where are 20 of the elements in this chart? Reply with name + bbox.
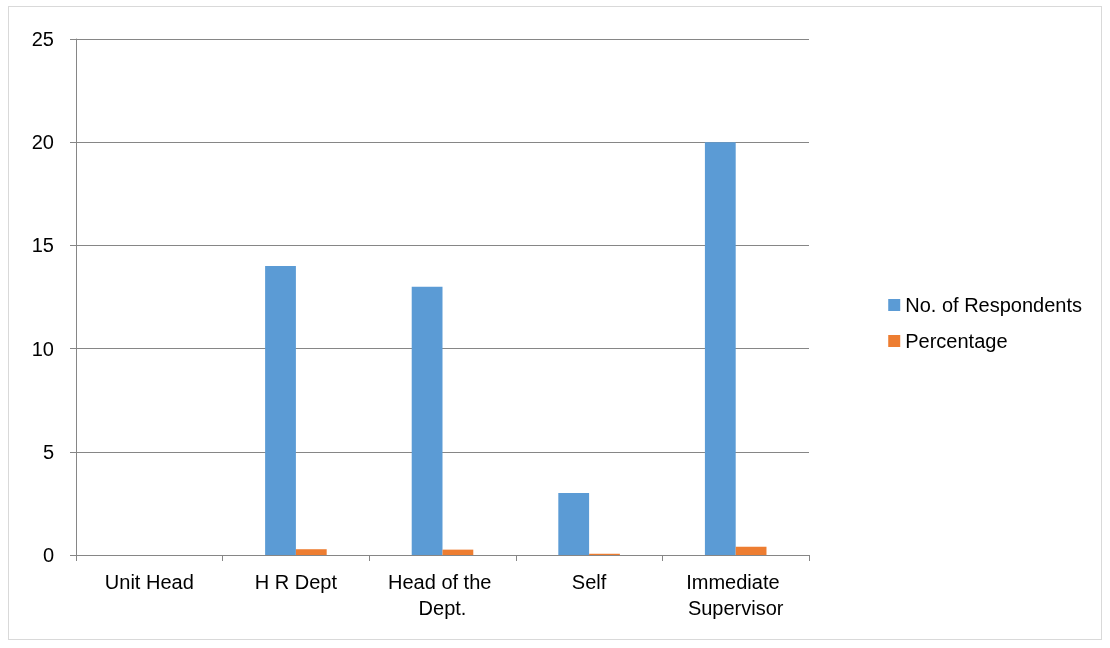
x-tick-label: Immediate Supervisor: [686, 571, 786, 619]
y-tick-label: 15: [31, 234, 54, 257]
bar: [442, 549, 474, 555]
y-tick-label: 5: [42, 440, 54, 463]
x-tick-label: Unit Head: [104, 571, 194, 593]
y-tick-label: 25: [31, 28, 54, 50]
bar: [735, 546, 767, 555]
legend-label: No. of Respondents: [905, 294, 1082, 316]
bar: [704, 142, 736, 555]
y-tick-label: 0: [42, 544, 54, 566]
legend-label: Percentage: [905, 330, 1008, 352]
x-tick-label: Head of the Dept.: [388, 571, 497, 619]
x-tick-label: Self: [571, 571, 607, 593]
bar: [295, 549, 327, 555]
bar: [265, 266, 296, 555]
bar: [411, 286, 443, 555]
x-tick-label: H R Dept: [254, 571, 338, 593]
y-tick-label: 20: [31, 131, 54, 154]
bar: [558, 493, 590, 555]
y-tick-label: 10: [31, 337, 54, 360]
